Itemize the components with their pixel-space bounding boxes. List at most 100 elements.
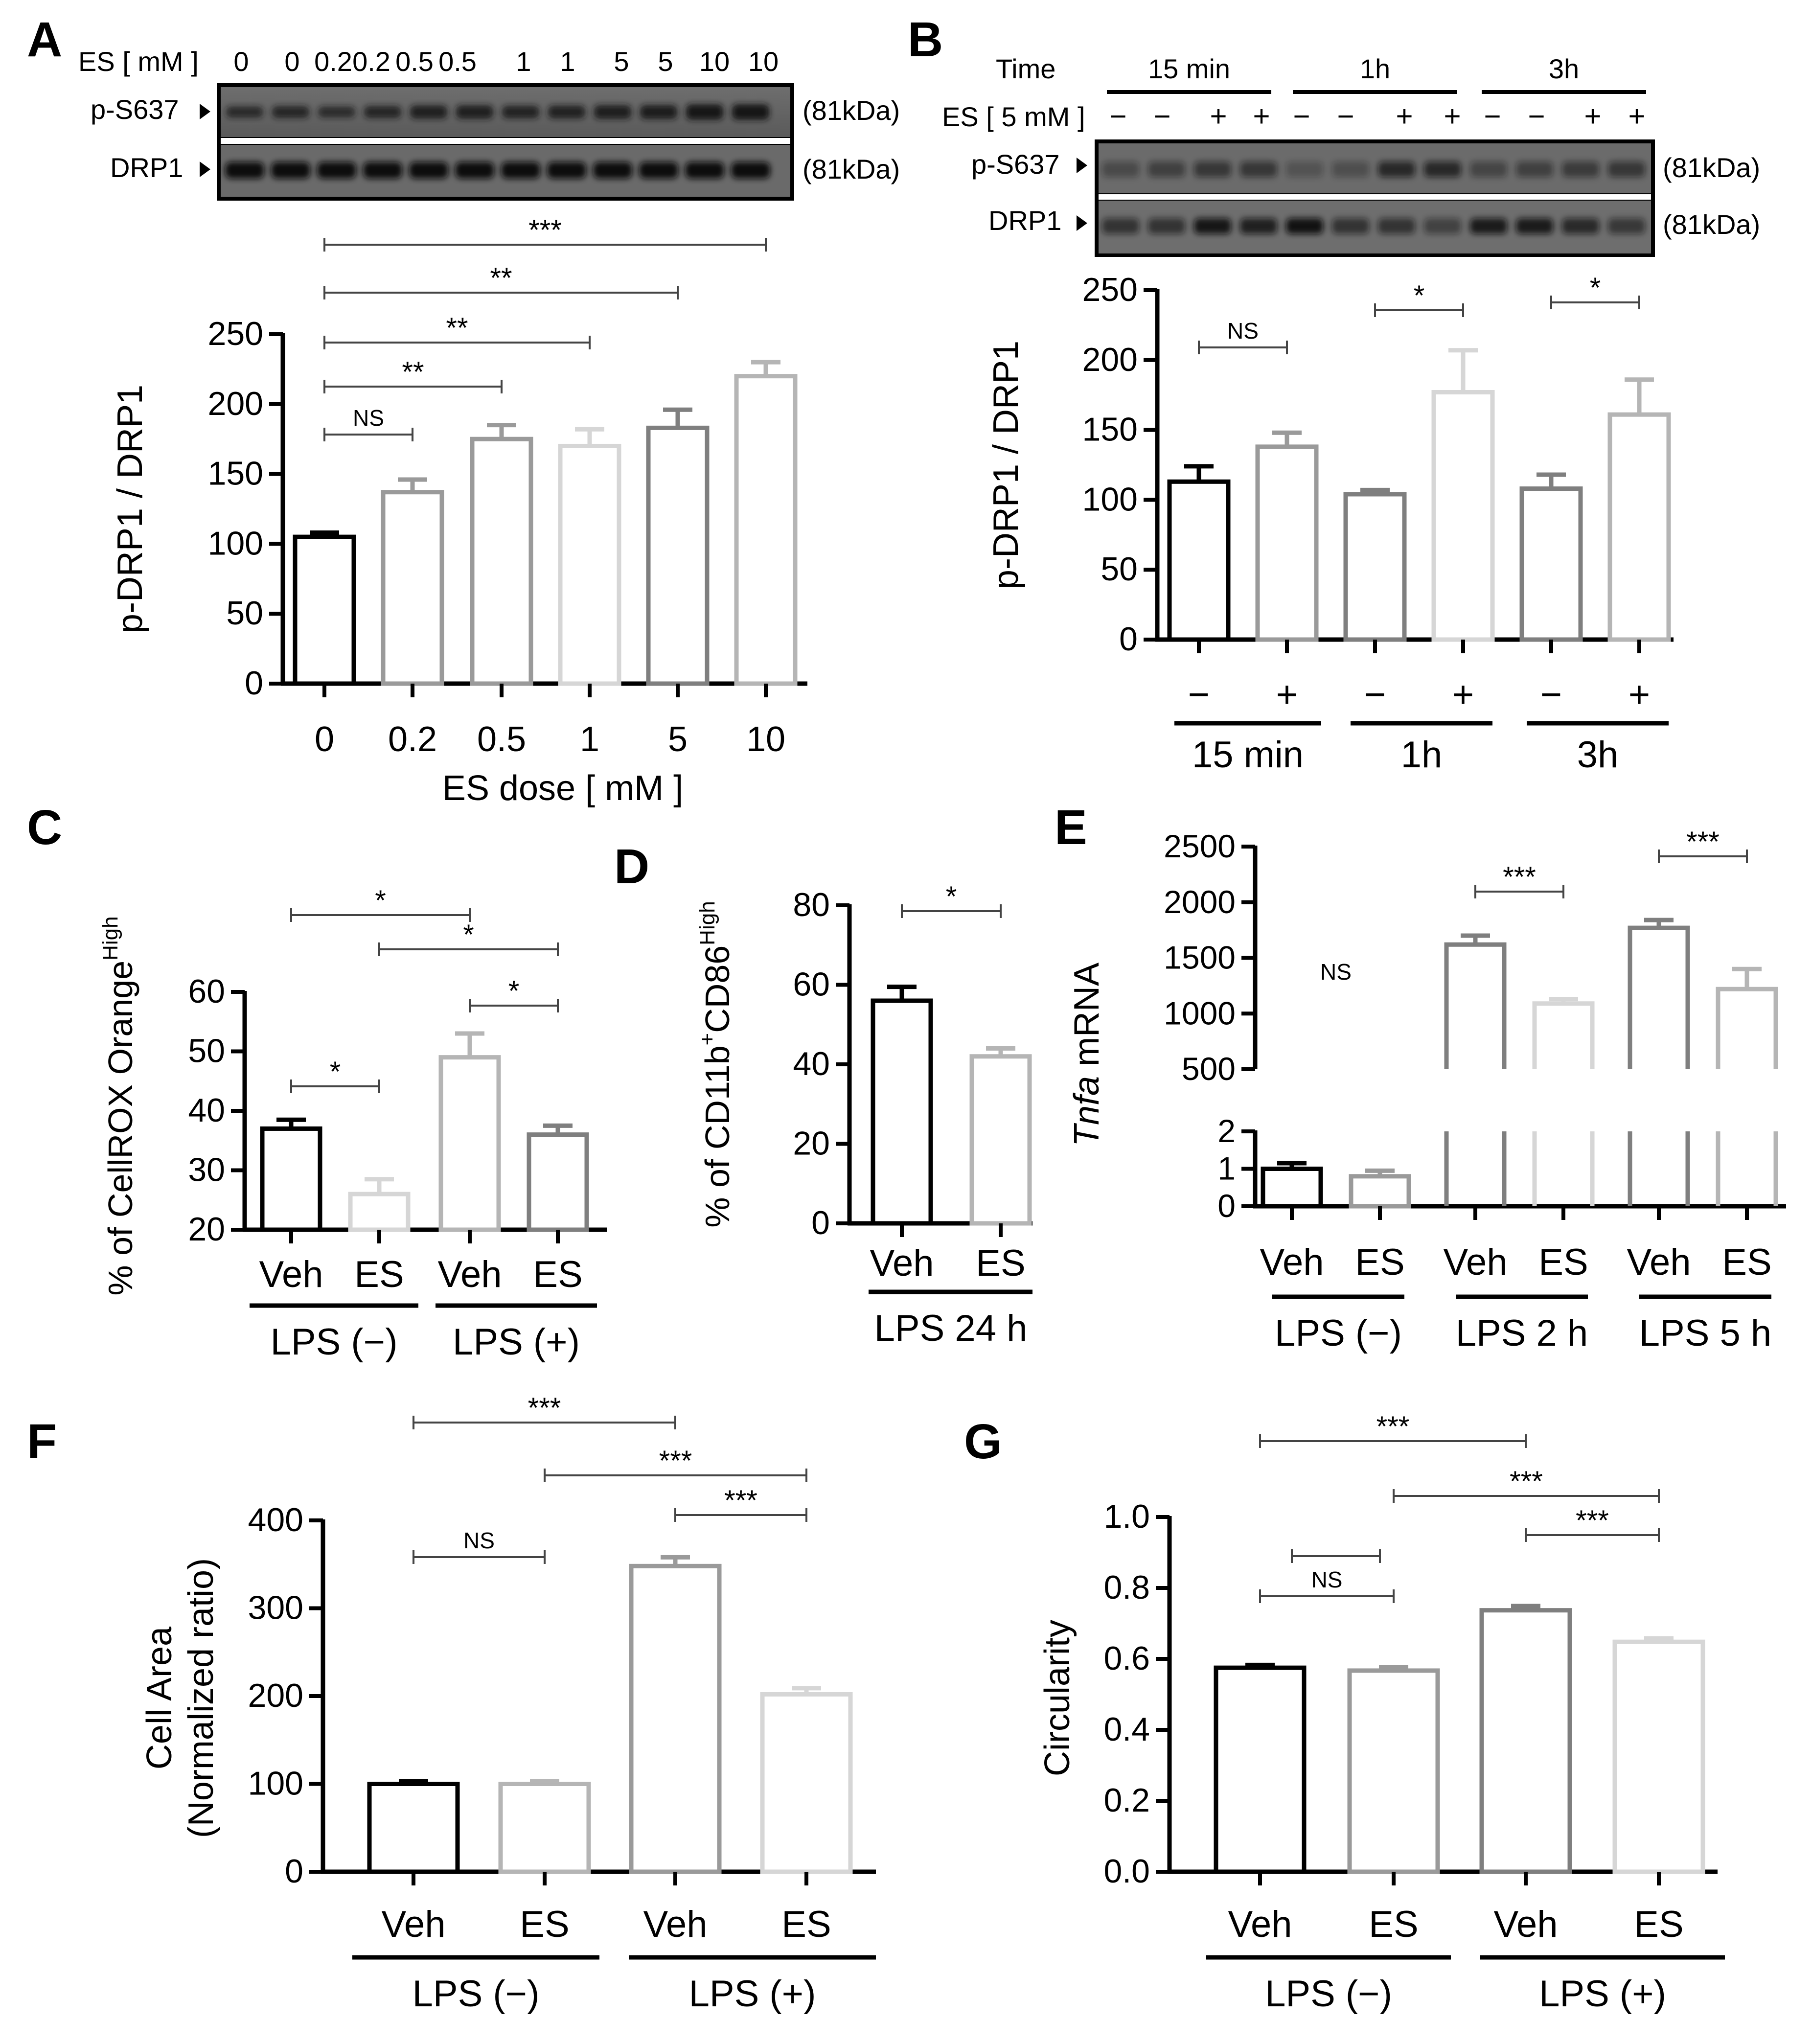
significance-label: NS [463,1528,495,1553]
y-tick-label: 60 [793,966,830,1003]
bar [629,1563,722,1874]
blot-band [548,105,585,119]
bar [381,490,444,686]
y-axis-title-part: + [695,1033,719,1046]
blot-band [594,105,631,119]
y-tick-label: 20 [793,1125,830,1162]
significance-label: NS [1320,959,1352,985]
blot-b-time-label: Time [996,53,1055,84]
y-tick-label: 150 [1082,411,1138,448]
blot-band [1516,218,1553,234]
blot-band [1470,218,1507,234]
group-label: LPS (+) [689,1973,816,2015]
significance-label: NS [1227,318,1259,344]
bar-lower [1716,1131,1778,1206]
y-axis-title-line1: Cell Area [140,1626,179,1769]
blot-band [317,162,356,179]
panel-letter-c: C [27,800,62,855]
x-tick-label: − [1540,674,1562,715]
y-tick-label: 40 [188,1092,225,1129]
x-tick-label: + [1629,674,1650,715]
group-label: LPS 2 h [1456,1312,1588,1354]
blot-b-lane-label: + [1584,100,1601,133]
blot-a-kda-2: (81kDa) [803,154,900,184]
x-tick-label: Veh [259,1254,323,1295]
bar [969,1054,1032,1226]
y-tick-label: 200 [248,1677,303,1714]
x-tick-label: 0.2 [388,720,437,759]
x-tick-label: Veh [437,1254,502,1295]
significance-label: *** [1510,1466,1543,1497]
x-tick-label: ES [1369,1904,1418,1945]
y-tick-label: 0 [1119,620,1138,658]
significance-label: *** [659,1445,692,1477]
x-tick-label: ES [781,1904,831,1945]
x-tick-label: Veh [381,1904,445,1945]
blot-a-arrow-icon [200,104,210,119]
y-tick-label: 500 [1182,1051,1236,1087]
y-axis-title: % of CD11b+CD86High [695,901,736,1227]
blot-band [1608,218,1645,234]
bar [498,1782,591,1874]
significance-label: * [946,881,957,913]
blot-b-lane-label: + [1628,100,1645,133]
bar [367,1782,460,1874]
bar [527,1132,589,1232]
blot-band [409,162,448,179]
significance-label: *** [528,214,562,246]
y-axis-title: % of CellROX OrangeHigh [98,916,139,1295]
significance-label: * [1414,280,1425,312]
blot-b-lane-label: + [1210,100,1227,133]
group-label: LPS (−) [413,1973,540,2015]
blot-band [1424,218,1461,234]
blot-b-time-group: 15 min [1148,53,1230,84]
y-axis-title-part: CD86 [698,945,736,1033]
bar [558,443,621,686]
bar [1347,1668,1440,1874]
blot-band [1378,218,1415,234]
panel-letter-d: D [614,839,649,894]
blot-band [1562,161,1599,177]
blot-b-lane-label: − [1528,100,1545,133]
y-tick-label: 0.2 [1103,1782,1150,1819]
y-axis-title: Circularity [1038,1620,1077,1776]
blot-a-arrow-icon [200,161,210,177]
x-tick-label: ES [1538,1241,1588,1283]
bar [260,1126,322,1232]
blot-b-image [1095,139,1655,257]
x-tick-label: Veh [870,1242,934,1284]
significance-label: * [508,975,520,1007]
blot-band [547,162,586,179]
significance-label: ** [402,356,424,388]
blot-a-image [217,83,794,201]
blot-a-lane-label: 10 [699,46,730,77]
panel-letter-a: A [27,12,62,67]
y-axis-title: p-DRP1 / DRP1 [986,341,1026,589]
significance-label: *** [528,1392,561,1424]
blot-b-es-label: ES [ 5 mM ] [942,101,1085,132]
blot-band [1194,161,1231,177]
group-label: LPS (+) [1539,1973,1666,2015]
significance-label: * [330,1056,341,1088]
bar-upper [1444,942,1507,1069]
x-tick-label: ES [976,1242,1025,1284]
blot-band [1378,161,1415,177]
blot-b-lane-label: − [1109,100,1126,133]
blot-a-lane-label: 0.2 [314,46,352,77]
blot-b-time-group: 1h [1360,53,1390,84]
bar [1261,1167,1323,1209]
panel-letter-f: F [27,1414,57,1469]
bar [1214,1665,1307,1874]
y-tick-label: 200 [1082,341,1138,378]
y-tick-label: 50 [1101,551,1138,588]
blot-b-kda-1: (81kDa) [1663,152,1760,183]
y-axis-title-main: % of CellROX Orange [101,961,139,1296]
blot-band [1424,161,1461,177]
y-tick-label: 0.4 [1103,1711,1150,1748]
bar [438,1055,501,1232]
y-tick-label: 60 [188,973,225,1010]
blot-band [271,162,310,179]
x-tick-label: 10 [746,720,785,759]
bar [1519,486,1583,642]
